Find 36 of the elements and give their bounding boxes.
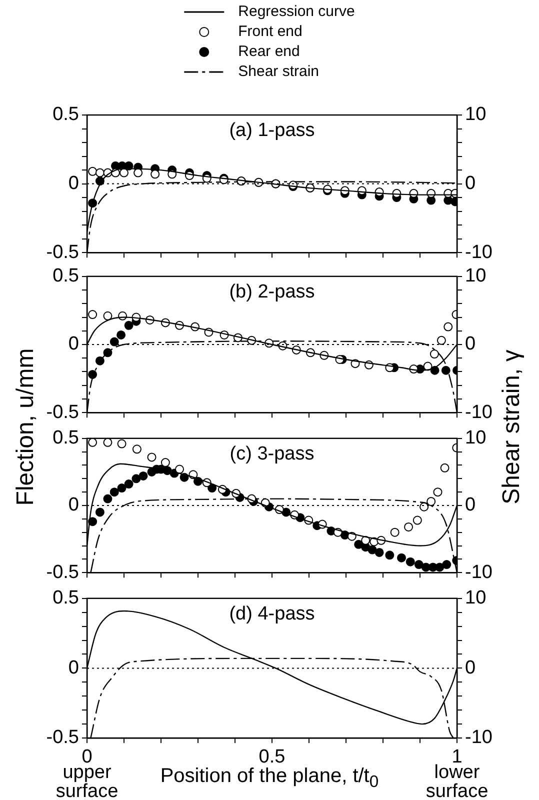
chart-title: (a) 1-pass	[229, 120, 315, 142]
chart-title: (c) 3-pass	[230, 444, 314, 465]
y2-tick-label: 0	[465, 494, 476, 516]
y2-tick-label: 0	[465, 657, 476, 678]
legend-label: Shear strain	[238, 63, 320, 80]
y-tick-label: 0	[68, 494, 79, 516]
y-tick-label: -0.5	[46, 562, 79, 583]
y2-tick-label: -10	[465, 242, 492, 263]
y-axis-title: Flection, u/mm	[11, 346, 40, 508]
y2-tick-label: 10	[465, 588, 486, 609]
x-axis-title: Position of the plane, t/t$_{0}$	[160, 765, 379, 791]
legend-label: Regression curve	[238, 3, 355, 20]
y-tick-label: -0.5	[46, 402, 79, 423]
legend-label: Rear end	[238, 43, 300, 60]
y2-tick-label: 10	[465, 266, 486, 287]
y2-tick-label: 10	[465, 428, 486, 449]
x-tick-label: 0.5	[258, 746, 286, 768]
y-tick-label: -0.5	[46, 242, 79, 263]
y-tick-label: 0.5	[52, 588, 79, 609]
y-tick-label: 0.5	[52, 266, 79, 287]
y-tick-label: 0	[68, 657, 79, 678]
y2-tick-label: -10	[465, 562, 492, 583]
y-tick-label: 0	[68, 334, 79, 355]
y2-tick-label: 0	[465, 173, 476, 194]
y-tick-label: 0	[68, 173, 79, 194]
chart-title: (d) 4-pass	[229, 604, 315, 625]
y2-tick-label: -10	[465, 727, 492, 748]
y2-axis-title: Shear strain, γ	[497, 348, 526, 506]
y-tick-label: -0.5	[46, 727, 79, 748]
legend-label: Front end	[238, 23, 302, 40]
y-tick-label: 0.5	[52, 428, 79, 449]
y2-tick-label: 0	[465, 334, 476, 355]
y-tick-label: 0.5	[52, 104, 79, 126]
y2-tick-label: -10	[465, 402, 492, 423]
y2-tick-label: 10	[465, 104, 486, 126]
chart-title: (b) 2-pass	[229, 282, 315, 303]
